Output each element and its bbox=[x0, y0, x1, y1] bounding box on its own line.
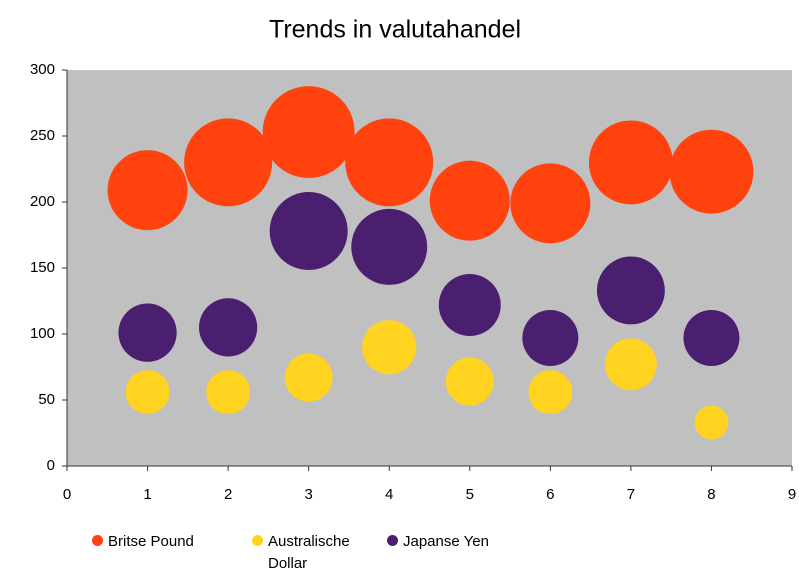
x-tick-label: 6 bbox=[546, 486, 554, 503]
y-tick-label: 200 bbox=[30, 193, 55, 210]
bubble bbox=[528, 370, 573, 414]
bubble bbox=[429, 160, 510, 241]
bubble bbox=[683, 309, 740, 366]
x-tick-label: 3 bbox=[304, 486, 312, 503]
y-tick-label: 250 bbox=[30, 127, 55, 144]
bubble bbox=[262, 86, 355, 178]
bubble bbox=[351, 208, 428, 285]
bubble bbox=[510, 163, 591, 244]
legend-label: Britse Pound bbox=[108, 533, 194, 550]
legend-label: Japanse Yen bbox=[403, 533, 489, 550]
x-tick-label: 4 bbox=[385, 486, 393, 503]
bubble bbox=[184, 118, 273, 207]
legend-item: Britse Pound bbox=[92, 531, 194, 553]
bubble bbox=[362, 320, 417, 375]
x-tick-label: 7 bbox=[627, 486, 635, 503]
legend-item: Japanse Yen bbox=[387, 531, 489, 553]
bubble bbox=[604, 338, 657, 391]
y-tick-label: 150 bbox=[30, 259, 55, 276]
y-tick-label: 300 bbox=[30, 61, 55, 78]
bubble bbox=[669, 129, 754, 214]
legend-swatch bbox=[252, 535, 263, 546]
bubble bbox=[596, 256, 665, 325]
bubble bbox=[198, 298, 258, 357]
bubble bbox=[284, 353, 333, 402]
y-tick-label: 100 bbox=[30, 325, 55, 342]
legend-swatch bbox=[387, 535, 398, 546]
bubble bbox=[438, 273, 501, 336]
x-tick-label: 0 bbox=[63, 486, 71, 503]
x-tick-label: 1 bbox=[143, 486, 151, 503]
bubble bbox=[107, 150, 188, 231]
bubble bbox=[445, 357, 494, 406]
x-tick-label: 9 bbox=[788, 486, 796, 503]
bubble bbox=[694, 405, 729, 440]
bubble bbox=[118, 303, 177, 362]
bubble bbox=[206, 370, 251, 414]
legend-item: Australische Dollar bbox=[252, 531, 393, 575]
bubble bbox=[269, 192, 348, 271]
legend-swatch bbox=[92, 535, 103, 546]
chart-title: Trends in valutahandel bbox=[269, 16, 521, 44]
bubble bbox=[345, 118, 434, 207]
x-tick-label: 8 bbox=[707, 486, 715, 503]
x-tick-label: 2 bbox=[224, 486, 232, 503]
y-tick-label: 50 bbox=[38, 391, 55, 408]
bubble bbox=[588, 120, 673, 205]
bubble bbox=[522, 309, 579, 366]
x-tick-label: 5 bbox=[466, 486, 474, 503]
legend-label: Australische Dollar bbox=[268, 533, 350, 572]
plot-area bbox=[67, 70, 792, 466]
bubble bbox=[125, 370, 170, 414]
y-tick-label: 0 bbox=[47, 457, 55, 474]
